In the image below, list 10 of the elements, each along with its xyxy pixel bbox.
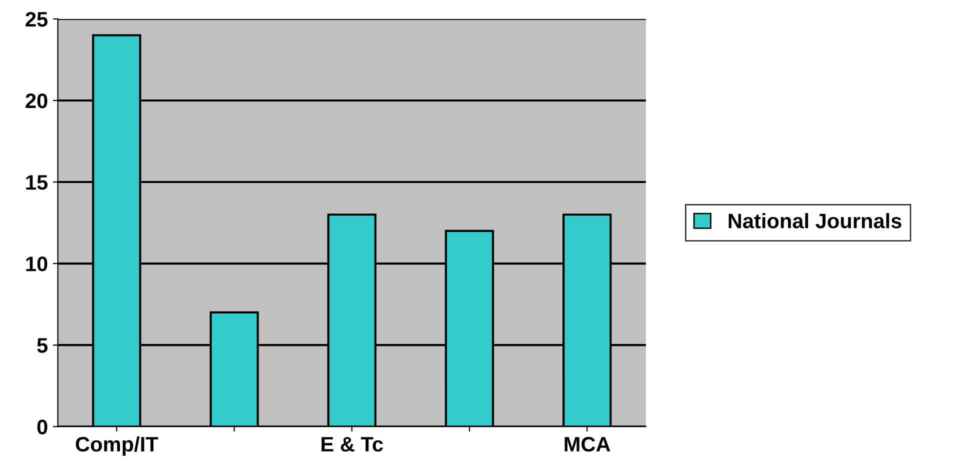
y-tick-label: 20	[26, 93, 48, 108]
x-tick-label: MCA	[564, 436, 610, 452]
y-tick-label: 0	[37, 420, 48, 434]
y-tick-label: 25	[26, 12, 48, 27]
x-tick-label: E & Tc	[322, 437, 383, 452]
x-tick-label: Comp/IT	[76, 436, 158, 456]
legend-label: National Journals	[728, 213, 902, 228]
y-tick-label: 5	[37, 338, 48, 353]
y-tick-label: 15	[26, 175, 48, 190]
y-tick-label: 10	[26, 256, 48, 272]
